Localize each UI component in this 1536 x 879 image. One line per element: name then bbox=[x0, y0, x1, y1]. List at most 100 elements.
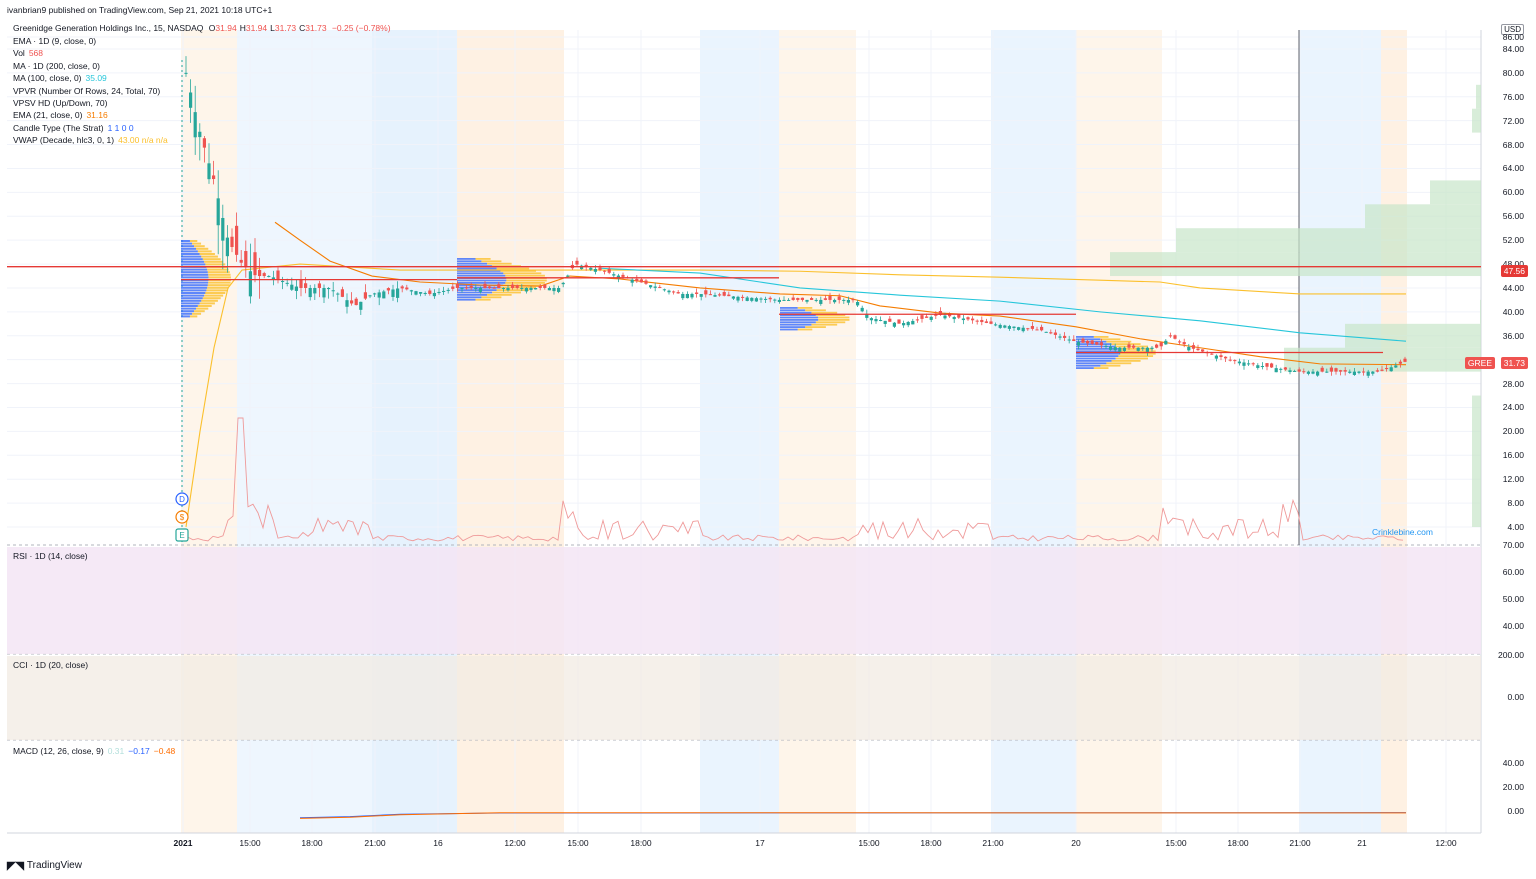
candle-body bbox=[419, 292, 423, 294]
price-tick: 44.00 bbox=[1502, 282, 1524, 293]
candle-body bbox=[1168, 335, 1172, 337]
candle-body bbox=[1385, 367, 1389, 370]
legend-value: 43.00 n/a n/a bbox=[118, 135, 168, 146]
candle-body bbox=[989, 321, 993, 324]
profile-bar-up bbox=[1076, 343, 1112, 345]
legend-label: VWAP (Decade, hlc3, 0, 1) bbox=[13, 135, 115, 146]
horizontal-level-line[interactable] bbox=[7, 266, 1481, 354]
candles[interactable] bbox=[184, 56, 1407, 379]
candle-body bbox=[1297, 369, 1301, 372]
legend-item[interactable]: VPVR (Number Of Rows, 24, Total, 70) bbox=[13, 85, 160, 97]
profile-bar-up bbox=[181, 255, 202, 258]
candle-body bbox=[1339, 370, 1343, 372]
event-marker-split[interactable]: $ bbox=[175, 510, 189, 524]
profile-bar-down bbox=[475, 258, 491, 260]
legend-item[interactable]: MA (100, close, 0) 35.09 bbox=[13, 72, 107, 84]
profile-bar-down bbox=[197, 250, 212, 253]
candle-body bbox=[823, 298, 827, 300]
profile-bar-down bbox=[1115, 345, 1148, 348]
profile-bar-down bbox=[1115, 357, 1148, 360]
candle-body bbox=[1242, 362, 1246, 366]
legend-item[interactable]: Candle Type (The Strat) 1 1 0 0 bbox=[13, 122, 134, 134]
profile-bar-down bbox=[208, 281, 231, 284]
candle-body bbox=[1187, 347, 1191, 351]
candle-body bbox=[727, 294, 731, 297]
event-markers[interactable]: D $ E bbox=[175, 492, 189, 542]
legend-label: EMA · 1D (9, close, 0) bbox=[13, 36, 97, 46]
profile-bar-down bbox=[189, 240, 198, 242]
candle-body bbox=[248, 271, 252, 297]
legend-item[interactable]: Vol 568 bbox=[13, 47, 43, 59]
candle-body bbox=[465, 287, 469, 289]
candle-body bbox=[920, 315, 924, 319]
price-tick: 36.00 bbox=[1502, 330, 1524, 341]
candle-body bbox=[538, 285, 542, 288]
profile-bar-down bbox=[192, 312, 202, 315]
candle-body bbox=[1012, 326, 1016, 328]
candle-body bbox=[736, 296, 740, 301]
time-tick: 18:00 bbox=[630, 838, 652, 848]
profile-bar-down bbox=[207, 284, 230, 287]
legend-item[interactable]: VWAP (Decade, hlc3, 0, 1) 43.00 n/a n/a bbox=[13, 134, 168, 146]
macd-value: −0.48 bbox=[153, 746, 176, 756]
event-marker-earnings[interactable]: E bbox=[175, 528, 189, 542]
tradingview-logo[interactable]: ◤◥ TradingView bbox=[7, 859, 82, 872]
candle-body bbox=[616, 275, 620, 279]
profile-bar-down bbox=[201, 299, 218, 302]
legend-item[interactable]: EMA · 1D (9, close, 0) bbox=[13, 35, 96, 47]
candle-body bbox=[1201, 349, 1205, 352]
candle-body bbox=[524, 287, 528, 292]
candle-body bbox=[1362, 371, 1366, 373]
time-tick: 17 bbox=[755, 838, 765, 848]
profile-bar-up bbox=[1076, 338, 1101, 341]
profile-bar-down bbox=[1093, 336, 1109, 338]
candle-body bbox=[1210, 353, 1214, 355]
symbol-legend-row: Greenidge Generation Holdings Inc., 15, … bbox=[13, 22, 391, 34]
candle-body bbox=[189, 92, 193, 108]
ohlc-o: O31.94 bbox=[208, 23, 237, 33]
candle-body bbox=[593, 268, 597, 272]
candle-body bbox=[842, 299, 846, 301]
candle-body bbox=[874, 319, 878, 322]
profile-bar-up bbox=[1076, 350, 1120, 353]
profile-bar-down bbox=[196, 247, 209, 250]
time-tick: 16 bbox=[433, 838, 443, 848]
time-tick: 21:00 bbox=[982, 838, 1004, 848]
candle-body bbox=[1329, 367, 1333, 372]
currency-label[interactable]: USD bbox=[1501, 24, 1524, 35]
candle-body bbox=[299, 279, 303, 288]
profile-bar-down bbox=[503, 272, 542, 275]
candle-body bbox=[782, 299, 786, 301]
profile-bar-down bbox=[207, 268, 229, 271]
profile-bar-down bbox=[1106, 362, 1132, 365]
legend-item[interactable]: MA · 1D (200, close, 0) bbox=[13, 60, 100, 72]
candle-body bbox=[584, 264, 588, 267]
marker-label: $ bbox=[180, 513, 185, 522]
candle-body bbox=[639, 279, 643, 283]
legend-item[interactable]: VPSV HD (Up/Down, 70) bbox=[13, 97, 107, 109]
candle-body bbox=[373, 293, 377, 295]
macd-pane-title: MACD (12, 26, close, 9) 0.31 −0.17 −0.48 bbox=[13, 746, 176, 756]
event-marker-dividend[interactable]: D bbox=[175, 492, 189, 506]
candle-body bbox=[1086, 340, 1090, 344]
candle-body bbox=[860, 307, 864, 312]
candle-body bbox=[704, 290, 708, 295]
candle-body bbox=[630, 279, 634, 283]
profile-bar-up bbox=[780, 319, 819, 321]
legend-item[interactable]: EMA (21, close, 0) 31.16 bbox=[13, 109, 108, 121]
candle-body bbox=[722, 292, 726, 296]
rsi-pane-title: RSI · 1D (14, close) bbox=[13, 551, 88, 561]
rsi-tick: 70.00 bbox=[1502, 540, 1524, 550]
candle-body bbox=[580, 265, 584, 270]
vpvr-bar bbox=[1480, 299, 1481, 324]
profile-bar-down bbox=[194, 245, 205, 248]
macd-tick: 40.00 bbox=[1502, 758, 1524, 768]
price-tick: 4.00 bbox=[1507, 522, 1524, 532]
profile-bar-up bbox=[457, 286, 501, 289]
candle-body bbox=[184, 72, 188, 74]
profile-bar-up bbox=[181, 307, 197, 310]
rsi-tick: 60.00 bbox=[1502, 567, 1524, 577]
profile-bar-up bbox=[780, 311, 812, 314]
candle-body bbox=[791, 297, 795, 300]
